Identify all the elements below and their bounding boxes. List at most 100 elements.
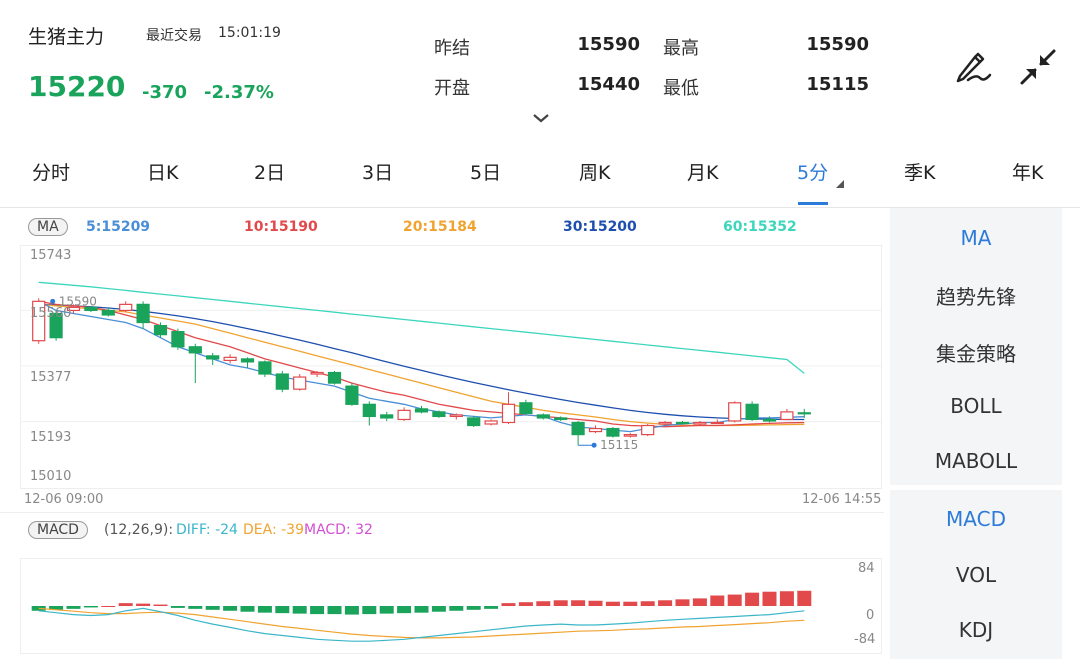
price-axis-label: 15377 [30,370,72,385]
candle-body [588,427,603,433]
macd-bar [536,601,551,606]
ma-indicator-tag[interactable]: MA [28,218,68,236]
macd-bar [257,606,272,613]
current-price: 15220 [28,70,126,103]
macd-bar [153,604,168,606]
tab-day-k[interactable]: 日K [147,162,179,184]
macd-bar [31,606,46,611]
macd-bar [640,601,655,606]
diff-line [38,607,805,642]
candle-body [414,408,429,413]
candle-body [693,421,707,425]
price-axis-label: 15010 [30,469,72,484]
dea-line [38,607,805,639]
last-trade-time: 15:01:19 [218,25,281,41]
macd-diff-value: DIFF: -24 [176,522,238,538]
stat-value-prev-settle: 15590 [577,34,640,55]
high-annotation: 15590 [59,294,97,308]
high-marker [50,298,56,304]
tab-week-k[interactable]: 周K [579,162,611,184]
candle-body [658,421,672,425]
tab-dropdown-triangle-icon[interactable] [836,180,844,188]
tab-month-k[interactable]: 月K [687,162,719,184]
macd-bar [240,606,255,612]
candle-body [66,306,81,312]
macd-bar [275,606,290,614]
candle-body [188,346,202,354]
macd-bar [223,606,238,611]
macd-bar [710,595,725,606]
macd-params: (12,26,9): [104,522,174,538]
macd-axis-label: 0 [866,608,875,623]
candle-body [484,420,498,425]
candle-body [536,414,550,419]
macd-bar [779,591,794,606]
candle-body [136,303,150,324]
time-axis-start: 12-06 09:00 [24,492,104,507]
indicator-maboll[interactable]: MABOLL [934,449,1018,473]
candle-body [675,421,690,425]
macd-bar [344,606,359,615]
candle-body [206,355,220,360]
candle-body [153,324,168,336]
price-axis-label: 15743 [30,248,72,263]
pen-icon[interactable] [954,48,994,84]
candle-body [101,309,115,316]
macd-bar [170,606,185,608]
candle-body [623,433,637,437]
indicator-kdj[interactable]: KDJ [958,618,994,642]
macd-bar [310,606,325,615]
macd-indicator-tag[interactable]: MACD [28,521,88,539]
tab-year-k[interactable]: 年K [1012,162,1044,184]
stat-label-low: 最低 [663,78,699,99]
candle-body [501,403,516,424]
macd-bar [675,599,690,606]
indicator-macd[interactable]: MACD [946,507,1006,531]
collapse-arrows-icon[interactable] [1018,48,1058,86]
tab-quarter-k[interactable]: 季K [904,162,936,184]
candle-body [397,409,411,421]
instrument-name: 生猪主力 [28,26,105,48]
candle-body [519,402,533,414]
indicator-ma[interactable]: MA [960,226,992,250]
macd-bar [431,606,446,612]
candle-body [171,331,185,348]
indicator-trend-pioneer[interactable]: 趋势先锋 [936,285,1016,309]
macd-bar [118,603,133,606]
indicator-vol[interactable]: VOL [955,563,997,587]
macd-bar [66,606,81,609]
candle-body [710,421,724,425]
ma5-value: 5:15209 [86,219,151,235]
tabs-divider [0,207,1080,208]
tab-5min[interactable]: 5分 [797,162,829,184]
macd-bar [49,606,64,610]
tab-fenshi[interactable]: 分时 [32,162,71,184]
price-change-percent: -2.37% [204,82,274,103]
candle-body [49,312,63,339]
macd-hist-value: MACD: 32 [304,522,373,538]
candle-body [449,414,463,418]
candle-body [240,358,255,363]
sub-indicator-panel: MACD VOL KDJ [890,490,1062,659]
candle-body [293,376,307,390]
candle-body [310,371,324,375]
tab-3day[interactable]: 3日 [362,162,394,184]
macd-chart[interactable] [20,558,882,654]
low-annotation: 15115 [600,438,638,452]
tab-2day[interactable]: 2日 [254,162,286,184]
candle-body [606,427,620,437]
ma30-value: 30:15200 [563,219,637,235]
indicator-jijin-strategy[interactable]: 集金策略 [936,342,1016,366]
candle-body [571,421,585,436]
stat-label-high: 最高 [663,38,699,59]
macd-bar [797,590,812,606]
ma60-value: 60:15352 [723,219,797,235]
macd-dea-value: DEA: -39 [243,522,304,538]
candlestick-chart[interactable]: 15590 15115 [20,245,882,489]
macd-bar [658,600,673,606]
tab-5day[interactable]: 5日 [470,162,502,184]
chevron-down-icon[interactable] [532,112,550,124]
last-trade-label: 最近交易 [146,28,202,44]
indicator-boll[interactable]: BOLL [950,394,1002,418]
candle-body [432,411,446,418]
